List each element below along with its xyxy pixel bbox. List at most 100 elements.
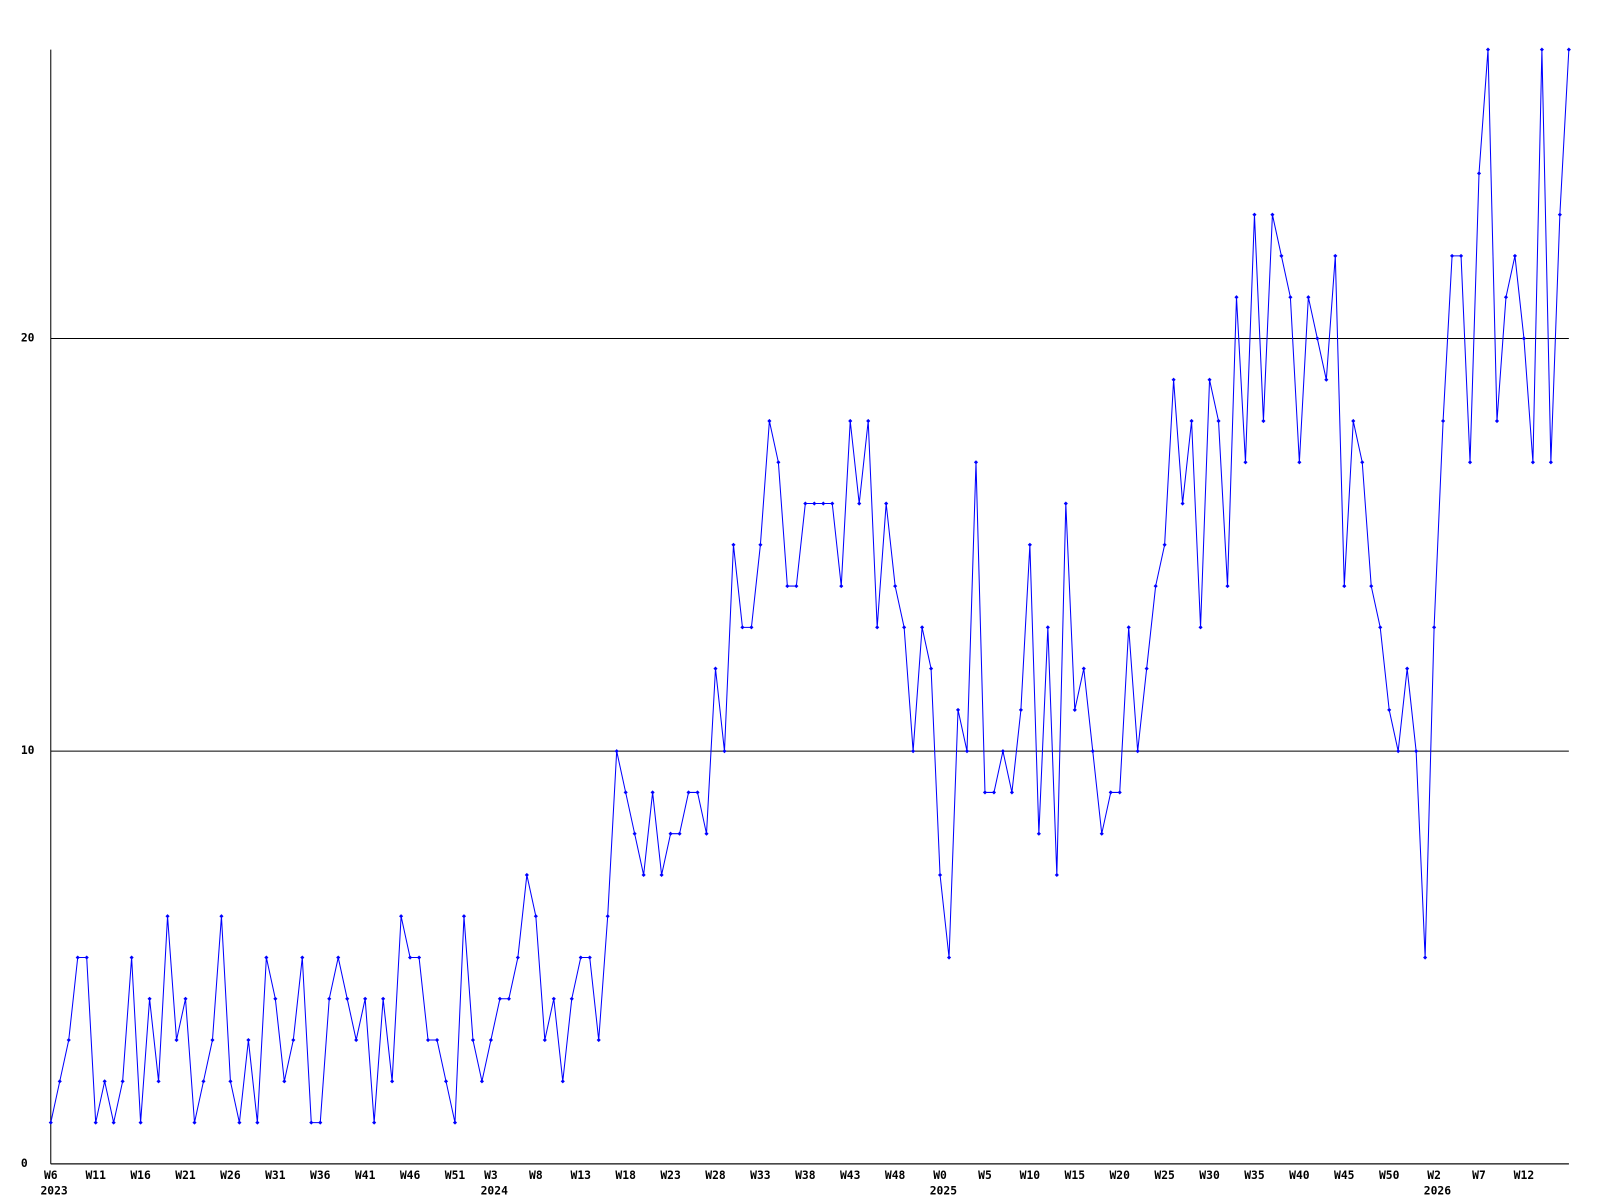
data-line	[50, 49, 1570, 1124]
x-tick-label: W10	[1020, 1168, 1041, 1182]
data-point	[1090, 749, 1095, 754]
data-point	[596, 1037, 601, 1043]
data-point	[138, 1120, 143, 1125]
data-point	[668, 831, 673, 836]
data-point	[1126, 625, 1131, 630]
data-point	[650, 790, 655, 795]
data-point	[623, 790, 628, 795]
data-point	[848, 418, 853, 424]
data-point	[973, 460, 979, 465]
data-point	[443, 1079, 449, 1084]
data-point	[758, 542, 763, 547]
data-point	[875, 625, 880, 630]
x-tick-label: W35	[1244, 1168, 1265, 1182]
x-tick-label: W16	[130, 1168, 151, 1182]
y-tick-label: 0	[21, 1156, 28, 1170]
data-point	[1108, 790, 1113, 795]
x-tick-label: W2	[1427, 1168, 1441, 1182]
data-point	[1027, 542, 1032, 547]
data-point	[713, 666, 718, 671]
data-point	[641, 872, 646, 878]
data-point	[1252, 212, 1257, 217]
data-point	[1162, 542, 1167, 547]
y-tick-label: 20	[21, 330, 35, 344]
data-point	[1441, 418, 1446, 424]
data-point	[111, 1120, 116, 1125]
data-point	[884, 501, 889, 506]
data-point	[1081, 666, 1086, 671]
data-point	[1045, 625, 1050, 630]
data-point	[731, 542, 736, 547]
x-tick-label: W8	[529, 1168, 543, 1182]
x-tick-label: W46	[400, 1168, 421, 1182]
data-point	[551, 996, 556, 1001]
data-point	[264, 955, 269, 960]
data-point	[120, 1079, 125, 1084]
data-point	[1432, 625, 1437, 630]
data-point	[75, 955, 80, 960]
x-year-label: 2025	[930, 1184, 957, 1198]
x-tick-label: W18	[615, 1168, 636, 1182]
data-point	[587, 955, 592, 960]
data-point	[246, 1037, 251, 1043]
data-point	[156, 1079, 161, 1084]
data-point	[515, 955, 520, 960]
data-point	[659, 872, 664, 878]
x-tick-label: W40	[1289, 1168, 1310, 1182]
data-point	[1512, 253, 1518, 258]
x-tick-label: W21	[175, 1168, 196, 1182]
data-point	[1351, 418, 1356, 424]
data-point	[282, 1079, 287, 1084]
data-point	[381, 996, 386, 1001]
data-point	[1234, 295, 1239, 300]
data-point	[1521, 336, 1526, 341]
data-point	[1566, 47, 1571, 52]
data-point	[470, 1037, 476, 1043]
data-point	[767, 418, 772, 424]
data-point	[1270, 212, 1275, 217]
data-point	[425, 1037, 431, 1043]
data-point	[866, 418, 871, 424]
data-point	[893, 584, 898, 589]
x-tick-label: W31	[265, 1168, 286, 1182]
data-point	[1378, 625, 1383, 630]
data-point	[946, 955, 952, 960]
y-tick-label: 10	[21, 743, 35, 757]
data-point	[920, 625, 925, 630]
data-point	[237, 1120, 242, 1125]
data-point	[1450, 253, 1455, 258]
data-point	[955, 707, 961, 712]
data-point	[1180, 501, 1185, 506]
data-point	[1297, 460, 1302, 465]
x-tick-label: W5	[978, 1168, 992, 1182]
data-point	[309, 1120, 314, 1125]
data-point	[929, 666, 934, 671]
data-point	[1306, 295, 1311, 300]
data-point	[1216, 418, 1221, 424]
x-tick-label: W23	[660, 1168, 681, 1182]
data-point	[542, 1037, 547, 1043]
data-point	[390, 1079, 395, 1084]
x-tick-label: W11	[85, 1168, 106, 1182]
x-tick-label: W13	[571, 1168, 592, 1182]
x-tick-label: W30	[1199, 1168, 1220, 1182]
data-point	[1423, 955, 1428, 960]
data-point	[201, 1079, 206, 1084]
x-tick-label: W12	[1514, 1168, 1535, 1182]
data-point	[524, 872, 529, 878]
data-point	[722, 749, 727, 754]
x-tick-label: W3	[484, 1168, 498, 1182]
data-point	[677, 831, 682, 836]
data-point	[408, 955, 413, 960]
data-point	[749, 625, 754, 630]
data-point	[183, 996, 188, 1001]
data-point	[327, 996, 332, 1001]
data-point	[1485, 47, 1491, 52]
data-point	[704, 831, 709, 836]
data-point	[228, 1079, 233, 1084]
data-point	[830, 501, 835, 506]
x-tick-label: W7	[1472, 1168, 1486, 1182]
data-point	[1144, 666, 1149, 671]
data-point	[434, 1037, 440, 1043]
